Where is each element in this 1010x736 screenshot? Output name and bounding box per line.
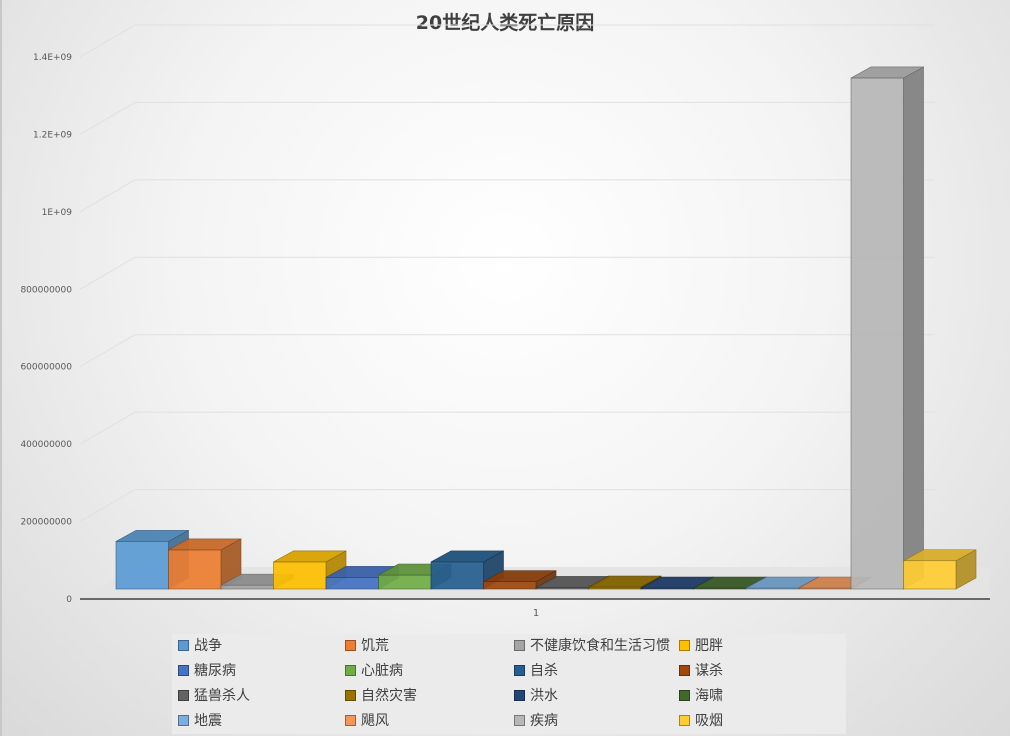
bar-1 <box>115 541 169 590</box>
bar-15 <box>850 77 904 590</box>
legend-label: 吸烟 <box>695 713 723 729</box>
bar-top-8 <box>483 570 557 582</box>
legend-swatch <box>178 715 189 726</box>
bar-6 <box>378 574 432 590</box>
legend-swatch <box>345 715 356 726</box>
legend-swatch <box>178 690 189 701</box>
bar-8 <box>483 581 537 590</box>
bar-top-4 <box>273 550 347 563</box>
left-edge-rule <box>0 0 2 736</box>
legend-swatch <box>178 640 189 651</box>
bar-top-1 <box>115 530 189 542</box>
bar-top-16 <box>903 549 977 562</box>
gridline-side <box>79 411 136 445</box>
legend-item: 飓风 <box>345 710 389 732</box>
gridline-side <box>79 101 136 135</box>
y-tick-label: 0 <box>66 595 72 605</box>
bar-16 <box>903 560 957 590</box>
chart-legend: 战争 饥荒 不健康饮食和生活习惯 肥胖糖尿病 心脏病 自杀 谋杀猛兽杀人 自然灾害 洪水 海啸地震… <box>172 634 846 734</box>
y-tick-label: 1.2E+09 <box>33 130 72 140</box>
legend-swatch <box>178 665 189 676</box>
legend-swatch <box>345 690 356 701</box>
legend-swatch <box>514 665 525 676</box>
bar-3 <box>220 584 274 590</box>
gridline-side <box>79 256 136 290</box>
legend-swatch <box>679 640 690 651</box>
legend-label: 不健康饮食和生活习惯 <box>530 638 670 654</box>
x-tick-label: 1 <box>533 608 539 619</box>
legend-label: 疾病 <box>530 713 558 729</box>
bar-top-7 <box>430 550 504 563</box>
gridline-side <box>79 179 136 213</box>
legend-item: 谋杀 <box>679 660 723 682</box>
legend-swatch <box>679 715 690 726</box>
legend-item: 自然灾害 <box>345 685 417 707</box>
legend-swatch <box>345 665 356 676</box>
y-tick-label: 400000000 <box>20 440 72 450</box>
y-tick-label: 1E+09 <box>42 208 73 218</box>
legend-label: 肥胖 <box>695 638 723 654</box>
legend-label: 心脏病 <box>361 663 403 679</box>
gridline-side <box>79 24 136 58</box>
y-tick-label: 600000000 <box>20 363 72 373</box>
legend-item: 地震 <box>178 710 222 732</box>
bar-top-2 <box>168 538 242 551</box>
legend-label: 饥荒 <box>361 638 389 654</box>
legend-item: 洪水 <box>514 685 558 707</box>
legend-label: 自然灾害 <box>361 688 417 704</box>
bar-2 <box>168 549 222 590</box>
y-tick-label: 800000000 <box>20 285 72 295</box>
legend-item: 糖尿病 <box>178 660 236 682</box>
legend-label: 洪水 <box>530 688 558 704</box>
legend-item: 肥胖 <box>679 635 723 657</box>
legend-label: 飓风 <box>361 713 389 729</box>
legend-item: 战争 <box>178 635 222 657</box>
bar-top-10 <box>588 575 662 588</box>
gridline-side <box>79 489 136 523</box>
bar-side-15 <box>903 66 924 590</box>
legend-item: 海啸 <box>679 685 723 707</box>
legend-swatch <box>345 640 356 651</box>
legend-item: 心脏病 <box>345 660 403 682</box>
legend-label: 糖尿病 <box>194 663 236 679</box>
bar-7 <box>430 561 484 590</box>
bar-top-15 <box>850 66 924 79</box>
gridline-side <box>79 334 136 368</box>
legend-item: 不健康饮食和生活习惯 <box>514 635 670 657</box>
legend-swatch <box>679 665 690 676</box>
chart-title: 20世纪人类死亡原因 <box>415 12 595 34</box>
legend-item: 吸烟 <box>679 710 723 732</box>
y-tick-label: 200000000 <box>20 518 72 528</box>
y-tick-label: 1.4E+09 <box>33 53 72 63</box>
legend-item: 自杀 <box>514 660 558 682</box>
legend-label: 战争 <box>194 638 222 654</box>
legend-swatch <box>679 690 690 701</box>
legend-label: 谋杀 <box>695 663 723 679</box>
bar-5 <box>325 577 379 590</box>
legend-label: 地震 <box>194 713 222 729</box>
legend-label: 自杀 <box>530 663 558 679</box>
bar-4 <box>273 561 327 590</box>
legend-swatch <box>514 690 525 701</box>
legend-label: 猛兽杀人 <box>194 688 250 704</box>
legend-label: 海啸 <box>695 688 723 704</box>
legend-item: 疾病 <box>514 710 558 732</box>
legend-swatch <box>514 640 525 651</box>
legend-item: 饥荒 <box>345 635 389 657</box>
legend-swatch <box>514 715 525 726</box>
legend-item: 猛兽杀人 <box>178 685 250 707</box>
